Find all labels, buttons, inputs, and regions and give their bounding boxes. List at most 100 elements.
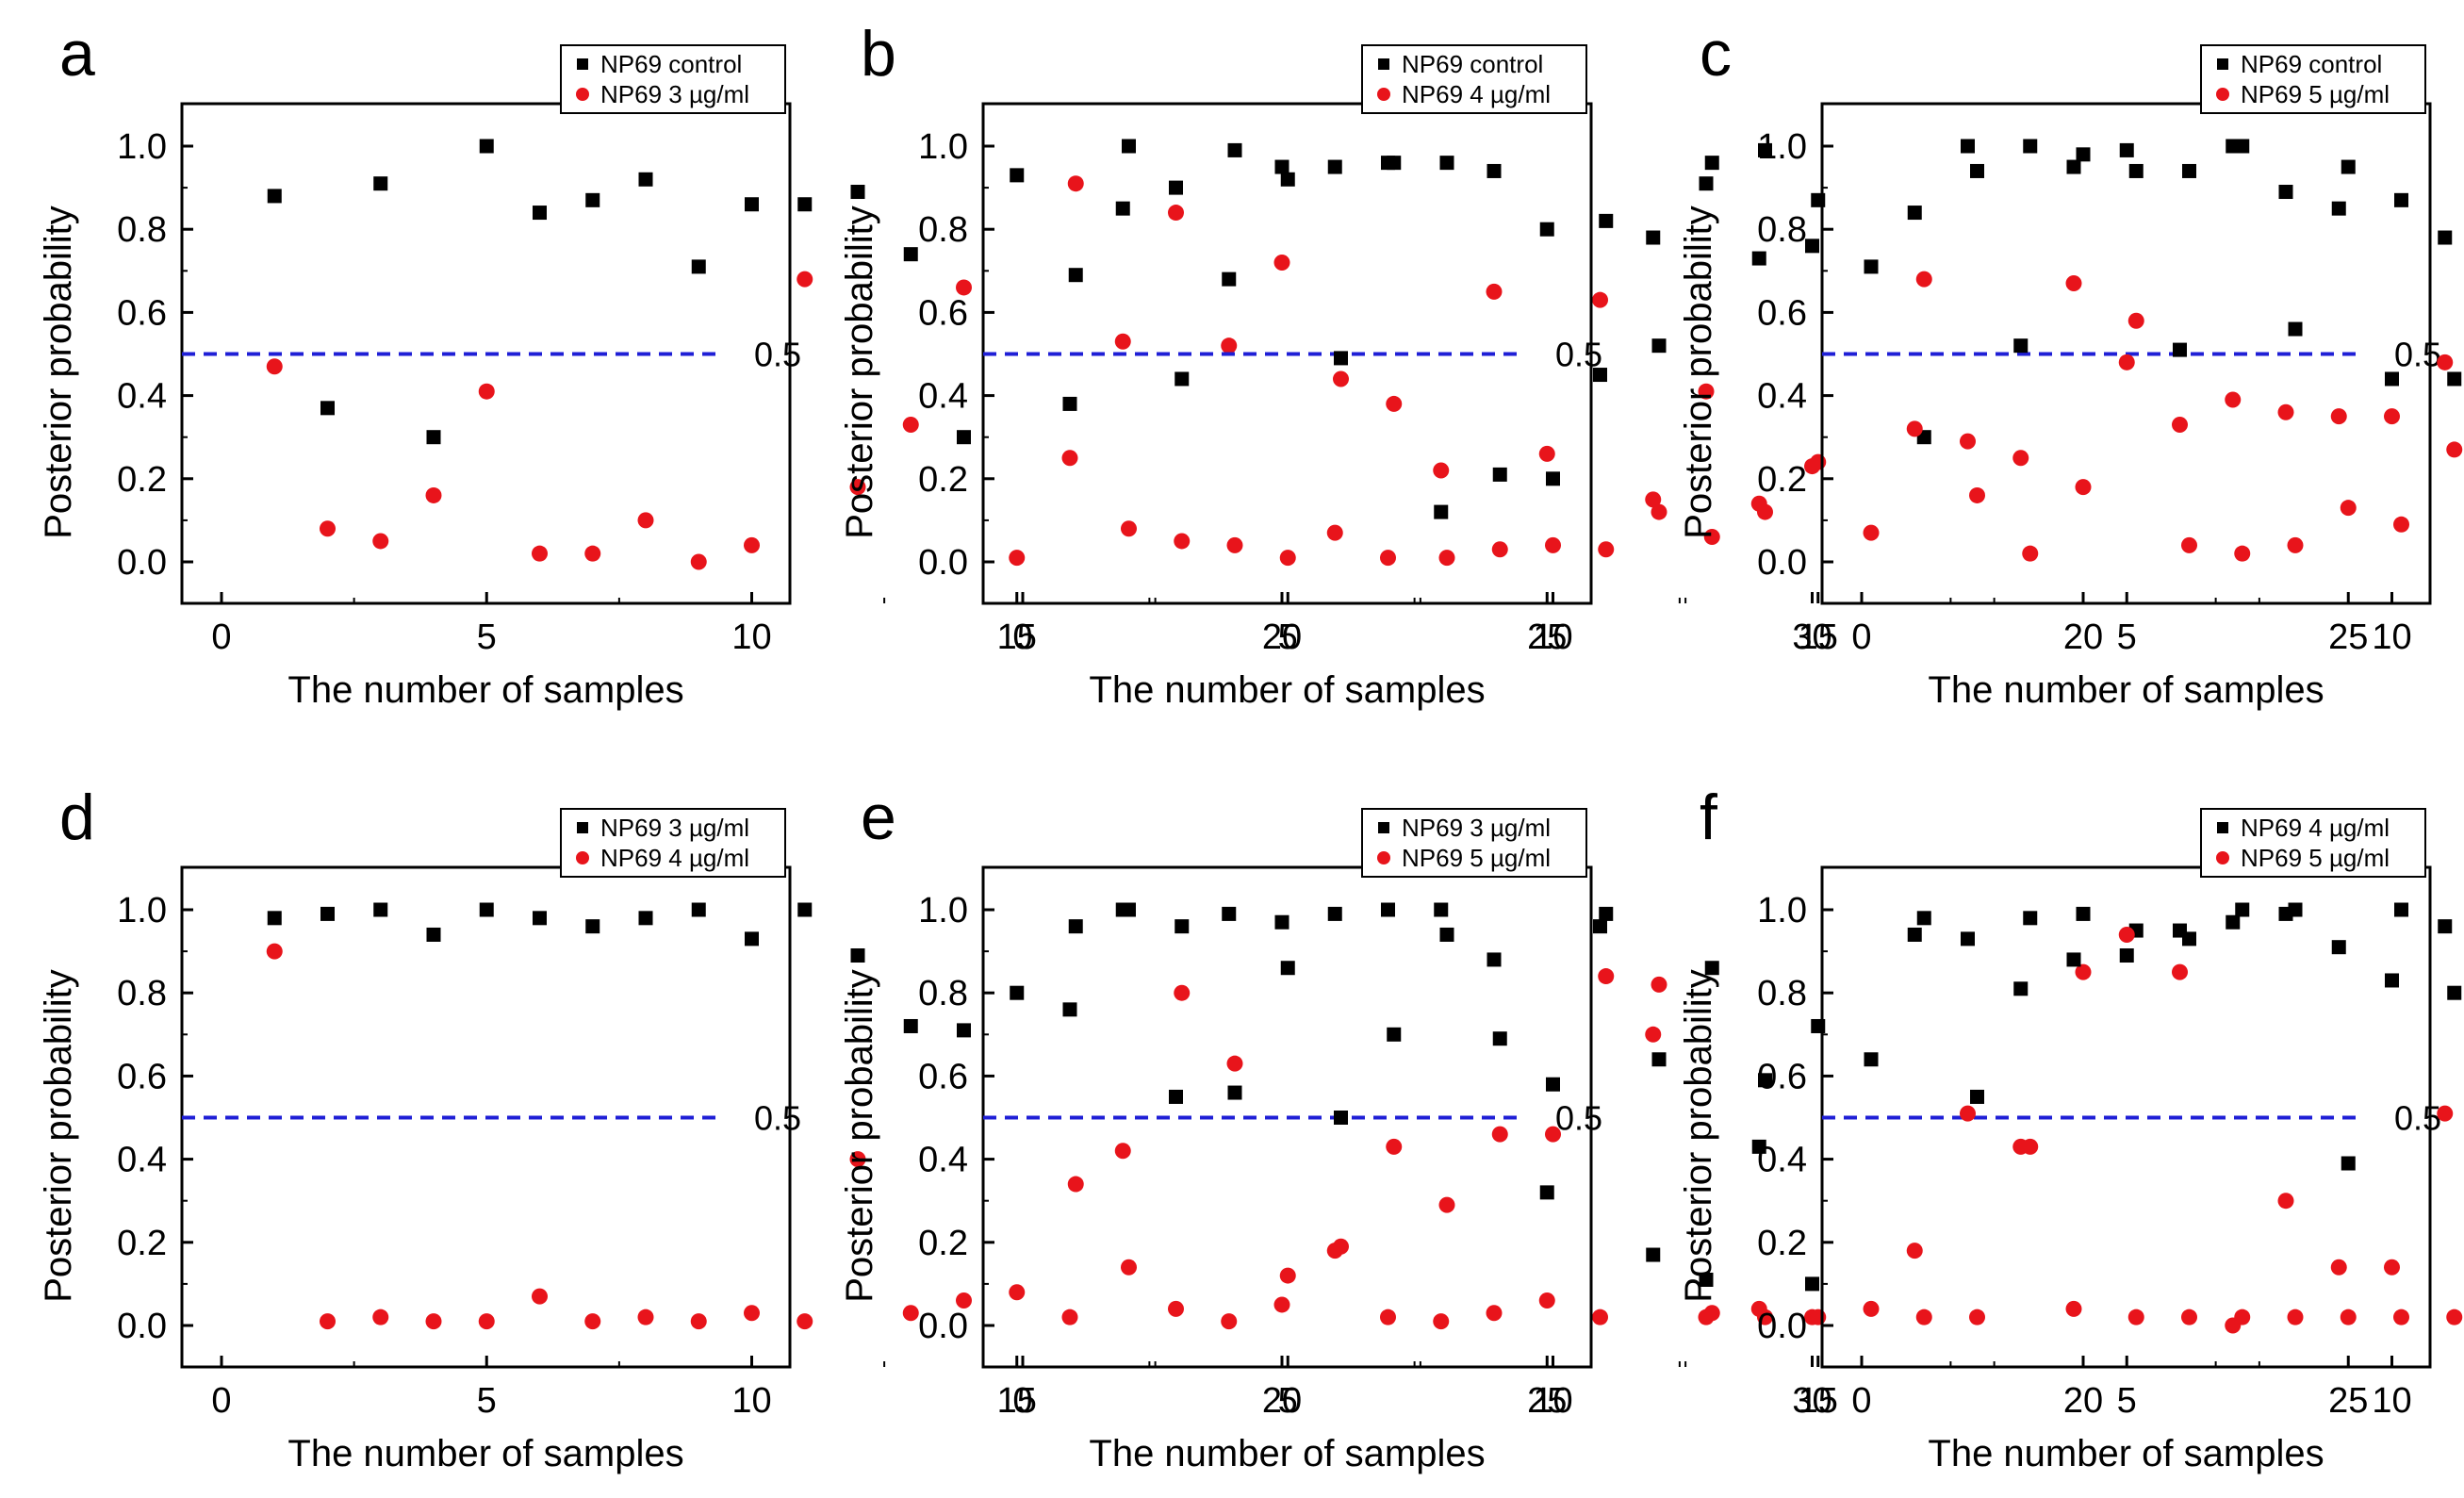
data-point-series-2 <box>1061 450 1078 467</box>
data-point-series-1 <box>426 430 441 445</box>
x-tick-label: 15 <box>1799 1381 1838 1421</box>
y-tick-label: 0.4 <box>1757 377 1807 417</box>
legend-marker <box>1378 822 1389 833</box>
data-point-series-2 <box>1651 503 1667 520</box>
data-point-series-2 <box>1168 205 1184 222</box>
data-point-series-2 <box>2330 1259 2347 1276</box>
y-axis-label: Posterior probability <box>1678 969 1719 1303</box>
data-point-series-1 <box>1274 159 1289 174</box>
data-point-series-1 <box>1805 239 1819 254</box>
x-tick-label: 10 <box>2372 1381 2411 1421</box>
legend-marker <box>2216 88 2229 101</box>
reference-line-label: 0.5 <box>2394 1099 2441 1138</box>
reference-line-label: 0.5 <box>754 336 801 374</box>
data-point-series-1 <box>1068 919 1083 934</box>
x-tick-label: 0 <box>211 617 231 657</box>
data-point-series-1 <box>2288 321 2303 337</box>
data-point-series-2 <box>1906 1243 1923 1259</box>
data-point-series-1 <box>1439 927 1454 942</box>
y-tick-label: 0.0 <box>1757 1307 1807 1346</box>
legend-entry: NP69 3 µg/ml <box>600 80 749 108</box>
data-point-series-1 <box>797 197 813 212</box>
x-tick-label: 10 <box>1533 1381 1572 1421</box>
data-point-series-2 <box>2075 479 2092 496</box>
data-point-series-1 <box>2023 139 2038 154</box>
data-point-series-1 <box>691 259 706 274</box>
data-point-series-2 <box>1121 520 1137 537</box>
data-point-series-1 <box>1699 176 1714 191</box>
y-tick-label: 0.0 <box>117 543 167 583</box>
data-point-series-1 <box>745 931 759 947</box>
panel-letter: d <box>59 782 95 853</box>
data-point-series-2 <box>1698 383 1715 400</box>
x-axis-label: The number of samples <box>1089 669 1485 711</box>
data-point-series-1 <box>1280 172 1295 187</box>
x-tick-label: 20 <box>2063 617 2103 657</box>
data-point-series-1 <box>1907 206 1922 221</box>
data-point-series-2 <box>2330 408 2347 425</box>
data-point-series-1 <box>2023 911 2038 926</box>
data-point-series-2 <box>956 1292 972 1309</box>
data-point-series-1 <box>2013 338 2029 354</box>
data-point-series-2 <box>1703 529 1720 546</box>
y-tick-label: 0.8 <box>918 210 968 250</box>
data-point-series-2 <box>1651 976 1667 993</box>
data-point-series-2 <box>1326 524 1343 541</box>
data-point-series-1 <box>1334 1111 1348 1125</box>
y-tick-label: 0.6 <box>1757 1057 1807 1096</box>
y-tick-label: 0.6 <box>1757 293 1807 333</box>
data-point-series-1 <box>903 247 918 262</box>
data-point-series-1 <box>1434 504 1449 519</box>
data-point-series-1 <box>1699 1272 1714 1287</box>
data-point-series-1 <box>1751 1139 1766 1154</box>
data-point-series-2 <box>1061 1309 1078 1325</box>
legend-entry: NP69 4 µg/ml <box>2241 814 2390 842</box>
data-point-series-2 <box>2181 1309 2197 1325</box>
data-point-series-2 <box>1121 1259 1137 1276</box>
data-point-series-2 <box>1114 333 1131 350</box>
data-point-series-2 <box>1598 541 1615 558</box>
data-point-series-1 <box>479 139 494 154</box>
legend-marker <box>577 58 588 70</box>
data-point-series-1 <box>1970 1089 1984 1104</box>
x-tick-label: 10 <box>731 1381 771 1421</box>
data-point-series-2 <box>1757 1309 1773 1325</box>
data-point-series-2 <box>637 1309 654 1325</box>
data-point-series-2 <box>1386 395 1403 412</box>
data-point-series-2 <box>1810 1309 1827 1325</box>
x-tick-label: 20 <box>2063 1381 2103 1421</box>
data-point-series-1 <box>1961 931 1975 947</box>
reference-line-label: 0.5 <box>1555 1099 1602 1138</box>
data-point-series-1 <box>2341 159 2356 174</box>
data-point-series-1 <box>957 1023 971 1038</box>
data-point-series-2 <box>2225 391 2242 408</box>
data-point-series-2 <box>1438 550 1455 567</box>
x-tick-label: 30 <box>1792 1381 1832 1421</box>
data-point-series-2 <box>1969 486 1985 503</box>
x-tick-label: 15 <box>997 1381 1037 1421</box>
legend-marker <box>577 822 588 833</box>
data-point-series-2 <box>2127 1309 2144 1325</box>
data-point-series-1 <box>2119 142 2134 157</box>
data-point-series-1 <box>957 430 971 445</box>
data-point-series-1 <box>1651 1052 1667 1067</box>
x-tick-label: 20 <box>1262 1381 1302 1421</box>
data-point-series-1 <box>1010 985 1025 1000</box>
data-point-series-2 <box>2225 1317 2242 1334</box>
data-point-series-2 <box>1273 1296 1290 1313</box>
data-point-series-2 <box>1645 491 1662 508</box>
data-point-series-2 <box>690 553 707 570</box>
legend-entry: NP69 3 µg/ml <box>1402 814 1551 842</box>
data-point-series-2 <box>532 1288 548 1305</box>
data-point-series-2 <box>2181 536 2197 553</box>
legend-marker <box>1377 88 1390 101</box>
data-point-series-1 <box>2331 201 2346 216</box>
data-point-series-1 <box>2331 940 2346 955</box>
panel-letter: f <box>1700 782 1717 853</box>
data-point-series-2 <box>849 479 866 496</box>
y-tick-label: 0.4 <box>117 1141 167 1180</box>
x-tick-label: 0 <box>1851 617 1871 657</box>
legend-entry: NP69 control <box>1402 50 1543 78</box>
chart-panel-a: a 0 5 10 15 20 25 30 0.0 0.2 0.4 0.6 0.8 1.0 The numbe… <box>38 18 1832 711</box>
data-point-series-2 <box>2437 354 2454 370</box>
